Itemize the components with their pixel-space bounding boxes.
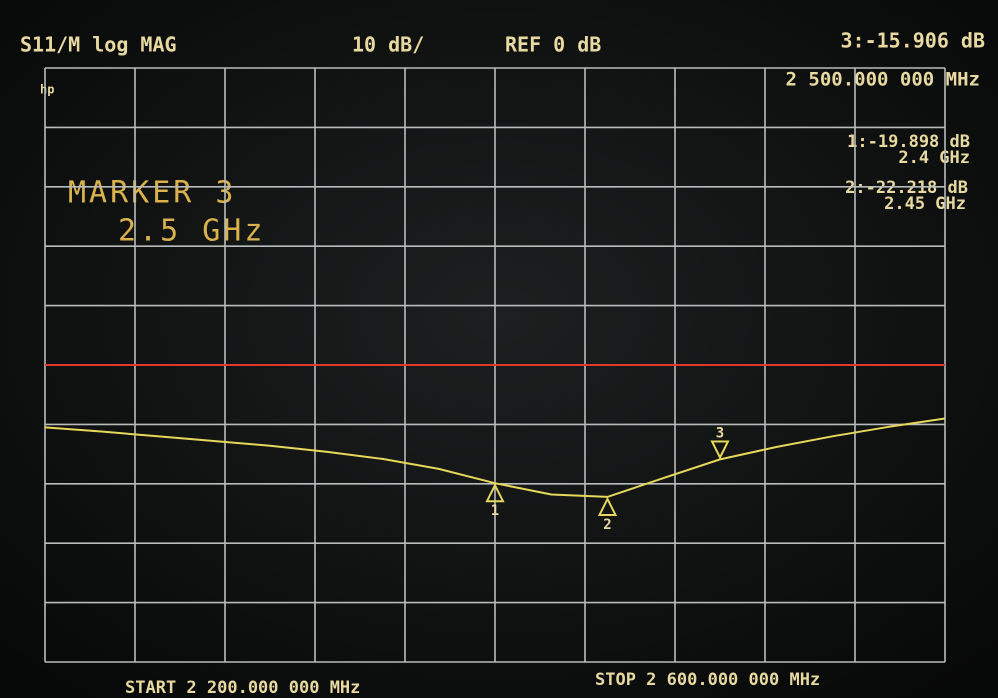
measurement: S11/M log MAG: [20, 33, 177, 57]
start-label: START 2 200.000 000 MHz: [125, 678, 360, 698]
marker-label: 1: [491, 503, 499, 519]
scale: 10 dB/: [352, 33, 424, 57]
marker-panel-frequency: 2.5 GHz: [118, 214, 265, 249]
stop-label: STOP 2 600.000 000 MHz: [595, 670, 820, 690]
active-marker-readout: 3:-15.906 dB: [841, 29, 986, 53]
active-marker-frequency: 2 500.000 000 MHz: [786, 69, 980, 91]
marker-list-frequency: 2.4 GHz: [898, 148, 970, 168]
display-background: [0, 0, 998, 698]
marker-label: 3: [716, 425, 724, 441]
reference: REF 0 dB: [505, 33, 601, 57]
screen: S11/M log MAG 10 dB/ REF 0 dB 3:-15.906 …: [0, 0, 998, 698]
logo: hp: [40, 83, 54, 97]
marker-panel-title: MARKER 3: [68, 176, 237, 211]
marker-label: 2: [603, 517, 611, 533]
marker-list-frequency: 2.45 GHz: [884, 194, 966, 214]
